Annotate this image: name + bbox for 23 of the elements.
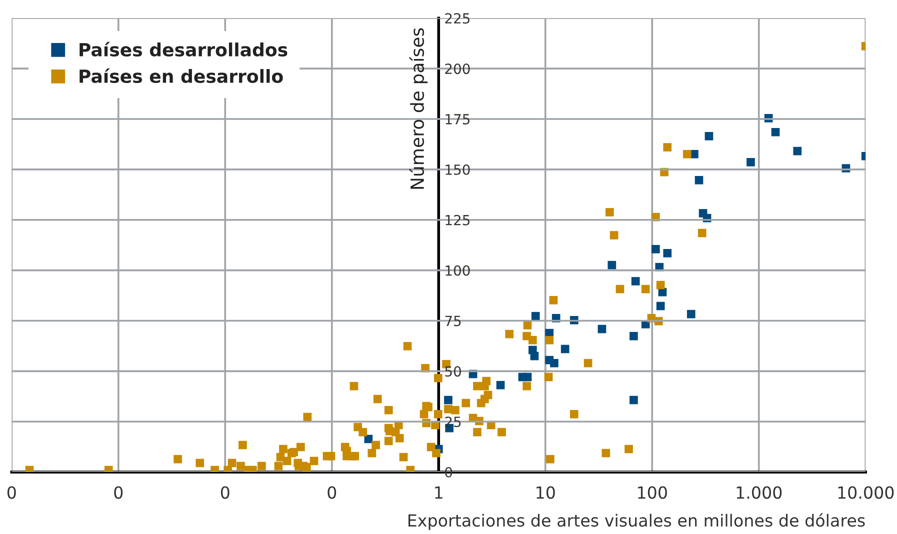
- x-tick-label: 100: [638, 486, 667, 499]
- y-axis-title: Número de países: [409, 28, 428, 189]
- y-tick-label: 175: [446, 114, 470, 124]
- y-tick-label: 75: [445, 316, 461, 326]
- x-tick-label: 0: [328, 486, 336, 499]
- x-tick-label: 0: [114, 486, 123, 499]
- y-tick-label: 25: [445, 416, 461, 428]
- x-tick-label: 1.000: [736, 486, 782, 499]
- x-axis-title: Exportaciones de artes visuales en millones de dólares: [408, 513, 865, 530]
- legend-label: Países desarrollados: [80, 42, 288, 57]
- y-tick-label: 100: [446, 265, 470, 276]
- y-tick-label: 225: [445, 13, 470, 24]
- y-tick-label: 50: [445, 366, 461, 377]
- x-tick-label: 0: [220, 486, 230, 499]
- y-tick-label: 0: [445, 467, 452, 478]
- y-tick-label: 150: [446, 164, 470, 175]
- legend-label: Países en desarrollo: [80, 68, 283, 84]
- x-tick-label: 10: [536, 486, 555, 499]
- y-tick-label: 200: [445, 64, 470, 74]
- x-tick-label: 10.000: [838, 486, 894, 499]
- y-tick-label: 125: [446, 214, 470, 226]
- x-tick-label: 0: [7, 486, 16, 499]
- x-tick-label: 1: [435, 486, 442, 499]
